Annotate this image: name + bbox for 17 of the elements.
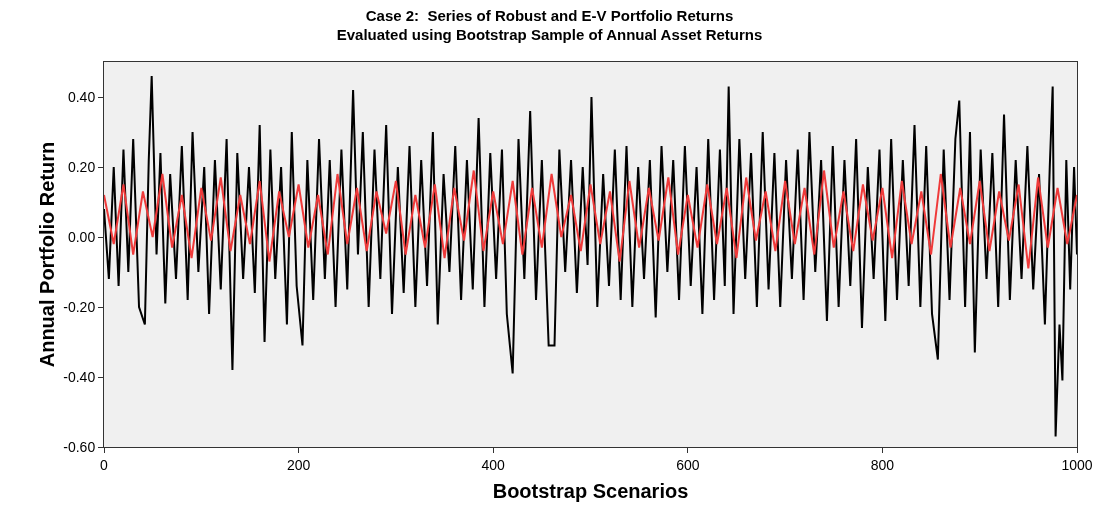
y-tick-label: -0.20 bbox=[63, 298, 96, 315]
x-tick-label: 200 bbox=[286, 456, 311, 473]
x-tick-label: 1000 bbox=[1061, 456, 1093, 473]
y-tick-label: 0.00 bbox=[67, 228, 96, 245]
x-tick-label: 0 bbox=[100, 456, 109, 473]
line-series bbox=[104, 75, 1077, 438]
line-series bbox=[104, 169, 1077, 270]
x-tick-label: 600 bbox=[676, 456, 700, 473]
x-tick-label: 800 bbox=[870, 456, 895, 473]
y-tick-label: -0.60 bbox=[63, 438, 96, 455]
y-tick-label: -0.40 bbox=[63, 368, 96, 385]
y-tick-label: 0.40 bbox=[67, 88, 96, 105]
y-tick-label: 0.20 bbox=[67, 158, 96, 175]
x-axis-title: Bootstrap Scenarios bbox=[492, 480, 689, 503]
chart-title: Case 2: Series of Robust and E-V Portfolio Returns Evaluated using Bootstrap Sample of Annual Asset Returns bbox=[336, 6, 763, 44]
y-axis-title: Annual Portfolio Return bbox=[36, 141, 58, 368]
x-tick-label: 400 bbox=[481, 456, 506, 473]
